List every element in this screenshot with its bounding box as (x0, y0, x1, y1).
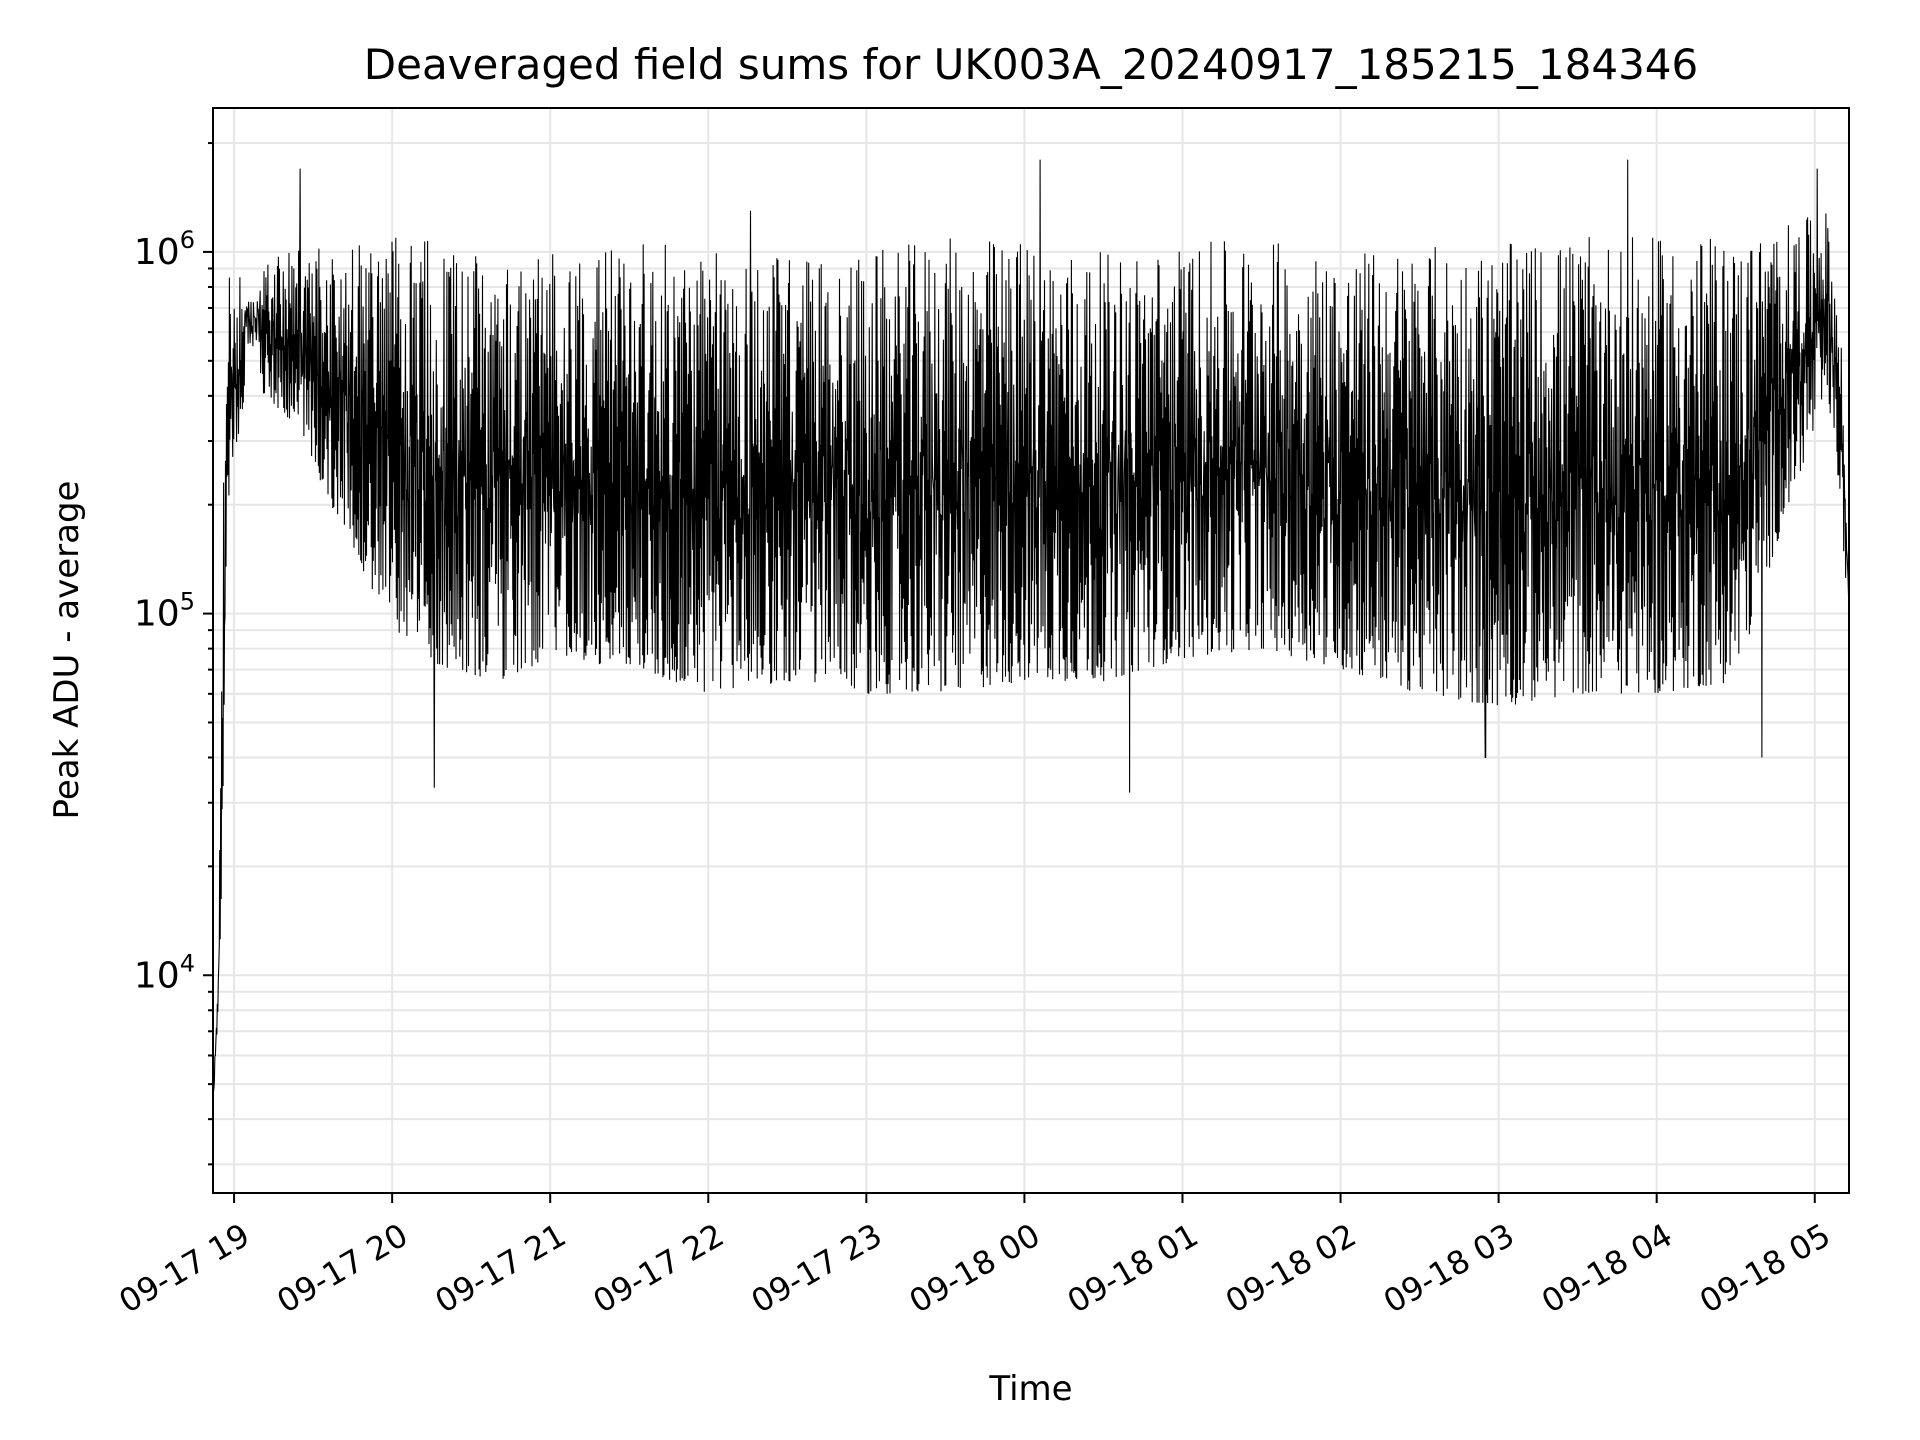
x-axis-label: Time (988, 1369, 1072, 1409)
plot-area (213, 159, 1849, 1099)
chart-title: Deaveraged field sums for UK003A_2024091… (364, 40, 1698, 89)
y-tick-label: 105 (134, 588, 195, 635)
y-tick-label: 106 (134, 226, 195, 273)
y-axis-label: Peak ADU - average (47, 481, 87, 820)
y-tick-label: 104 (134, 949, 195, 996)
y-axis-ticks: 104 105 106 (134, 142, 213, 1166)
data-layer (213, 159, 1849, 1099)
series-line (213, 159, 1849, 1099)
plot-frame (212, 107, 1850, 1194)
